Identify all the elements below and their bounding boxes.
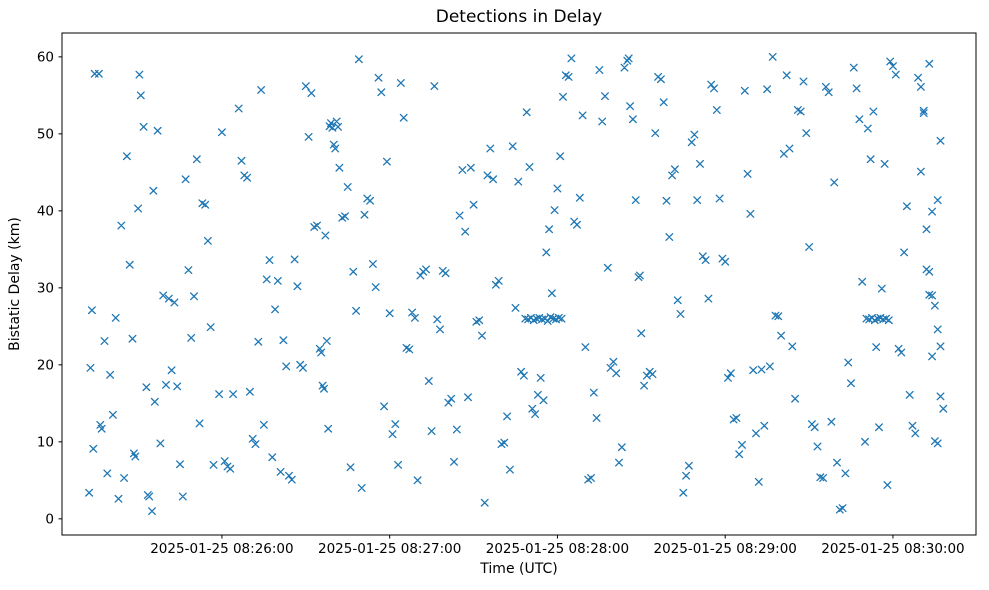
y-axis-label: Bistatic Delay (km) [7,217,23,351]
scatter-markers [85,52,948,516]
y-tick-label: 0 [45,511,54,527]
x-tick-label: 2025-01-25 08:30:00 [821,541,964,557]
x-axis-label: Time (UTC) [480,561,558,577]
x-tick-label: 2025-01-25 08:26:00 [150,541,293,557]
y-tick-label: 40 [37,203,54,219]
y-tick-label: 20 [37,357,54,373]
y-tick-label: 60 [37,49,54,65]
y-tick-label: 10 [37,434,54,450]
plot-frame [61,32,977,536]
x-tick-label: 2025-01-25 08:28:00 [486,541,629,557]
y-tick-label: 50 [37,126,54,142]
y-tick-label: 30 [37,280,54,296]
x-tick-label: 2025-01-25 08:29:00 [654,541,797,557]
x-tick-label: 2025-01-25 08:27:00 [318,541,461,557]
chart-title: Detections in Delay [435,7,603,27]
